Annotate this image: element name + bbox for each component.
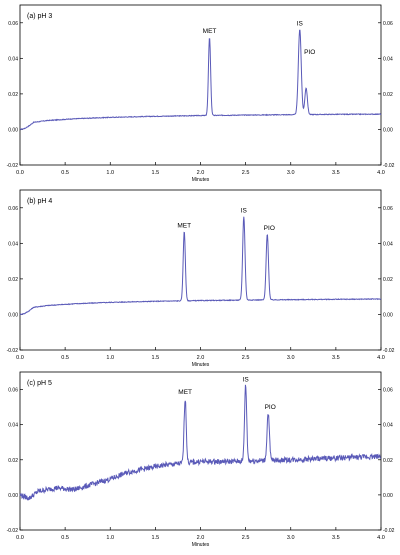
y-tick-label-right: 0.00 bbox=[383, 493, 393, 499]
plot-frame bbox=[19, 371, 382, 531]
peak-label-met: MET bbox=[178, 389, 192, 396]
peak-label-is: IS bbox=[241, 208, 248, 215]
chart-panel-3: -0.02 -0.02 0.00 0.00 0.02 0.02 0.04 0.04 0.06 0.… bbox=[7, 371, 395, 548]
y-tick-label-right: 0.02 bbox=[383, 277, 393, 283]
x-tick-label: 0.5 bbox=[61, 355, 69, 361]
y-tick-label-right: 0.04 bbox=[383, 241, 393, 247]
y-tick-label-right: 0.04 bbox=[383, 56, 393, 62]
y-tick-label-left: 0.04 bbox=[8, 56, 18, 62]
y-tick-label-left: 0.06 bbox=[8, 21, 18, 27]
x-tick-label: 0.0 bbox=[16, 170, 24, 176]
panel-title: (a) pH 3 bbox=[27, 13, 52, 20]
y-tick-label-right: 0.02 bbox=[383, 92, 393, 98]
x-tick-label: 4.0 bbox=[377, 355, 385, 361]
x-tick-label: 1.5 bbox=[152, 355, 160, 361]
x-axis-label: Minutes bbox=[192, 542, 210, 548]
x-tick-label: 4.0 bbox=[377, 170, 385, 176]
x-tick-label: 1.5 bbox=[152, 535, 160, 541]
y-tick-label-left: -0.02 bbox=[7, 528, 19, 534]
chart-panel-2: -0.02 -0.02 0.00 0.00 0.02 0.02 0.04 0.04 0.06 0.… bbox=[7, 189, 395, 368]
x-tick-label: 3.0 bbox=[287, 535, 295, 541]
y-tick-label-left: 0.02 bbox=[8, 458, 18, 464]
chromatogram-trace bbox=[19, 29, 382, 131]
x-tick-label: 1.0 bbox=[106, 355, 114, 361]
x-tick-label: 3.5 bbox=[332, 170, 340, 176]
y-tick-label-left: 0.00 bbox=[8, 127, 18, 133]
x-tick-label: 2.5 bbox=[242, 170, 250, 176]
x-tick-label: 1.0 bbox=[106, 535, 114, 541]
y-tick-label-right: 0.06 bbox=[383, 206, 393, 212]
y-tick-label-left: -0.02 bbox=[7, 348, 19, 354]
y-tick-label-left: 0.04 bbox=[8, 241, 18, 247]
peak-label-met: MET bbox=[203, 28, 217, 35]
peak-label-is: IS bbox=[243, 376, 250, 383]
x-tick-label: 3.0 bbox=[287, 355, 295, 361]
peak-label-met: MET bbox=[177, 223, 191, 230]
y-tick-label-left: 0.06 bbox=[8, 206, 18, 212]
plot-frame bbox=[19, 189, 382, 351]
y-tick-label-right: -0.02 bbox=[383, 163, 395, 169]
y-tick-label-left: 0.02 bbox=[8, 92, 18, 98]
y-tick-label-right: 0.06 bbox=[383, 388, 393, 394]
x-tick-label: 0.0 bbox=[16, 535, 24, 541]
peak-label-is: IS bbox=[297, 20, 304, 27]
x-axis-label: Minutes bbox=[192, 177, 210, 183]
y-tick-label-left: 0.02 bbox=[8, 277, 18, 283]
x-tick-label: 3.5 bbox=[332, 535, 340, 541]
panel-title: (b) pH 4 bbox=[27, 198, 52, 205]
y-tick-label-left: 0.06 bbox=[8, 388, 18, 394]
peak-label-pio: PIO bbox=[304, 49, 315, 56]
y-tick-label-left: 0.00 bbox=[8, 493, 18, 499]
x-tick-label: 3.5 bbox=[332, 355, 340, 361]
x-tick-label: 0.5 bbox=[61, 535, 69, 541]
chromatogram-trace bbox=[19, 216, 382, 316]
x-tick-label: 0.0 bbox=[16, 355, 24, 361]
x-tick-label: 2.0 bbox=[197, 535, 205, 541]
y-tick-label-right: 0.00 bbox=[383, 312, 393, 318]
x-tick-label: 1.5 bbox=[152, 170, 160, 176]
x-tick-label: 2.5 bbox=[242, 535, 250, 541]
y-tick-label-left: 0.00 bbox=[8, 312, 18, 318]
x-tick-label: 0.5 bbox=[61, 170, 69, 176]
chromatogram-trace bbox=[19, 384, 382, 501]
x-tick-label: 2.5 bbox=[242, 355, 250, 361]
panel-title: (c) pH 5 bbox=[27, 380, 52, 387]
y-tick-label-right: 0.00 bbox=[383, 127, 393, 133]
y-tick-label-right: -0.02 bbox=[383, 348, 395, 354]
x-tick-label: 1.0 bbox=[106, 170, 114, 176]
peak-label-pio: PIO bbox=[264, 225, 275, 232]
y-tick-label-right: 0.04 bbox=[383, 423, 393, 429]
x-tick-label: 4.0 bbox=[377, 535, 385, 541]
y-tick-label-left: -0.02 bbox=[7, 163, 19, 169]
chart-panel-1: -0.02 -0.02 0.00 0.00 0.02 0.02 0.04 0.04 0.06 0.… bbox=[7, 4, 395, 183]
x-tick-label: 3.0 bbox=[287, 170, 295, 176]
peak-label-pio: PIO bbox=[265, 404, 276, 411]
y-tick-label-left: 0.04 bbox=[8, 423, 18, 429]
y-tick-label-right: 0.02 bbox=[383, 458, 393, 464]
plot-frame bbox=[19, 4, 382, 166]
y-tick-label-right: 0.06 bbox=[383, 21, 393, 27]
x-tick-label: 2.0 bbox=[197, 355, 205, 361]
x-tick-label: 2.0 bbox=[197, 170, 205, 176]
x-axis-label: Minutes bbox=[192, 362, 210, 368]
y-tick-label-right: -0.02 bbox=[383, 528, 395, 534]
